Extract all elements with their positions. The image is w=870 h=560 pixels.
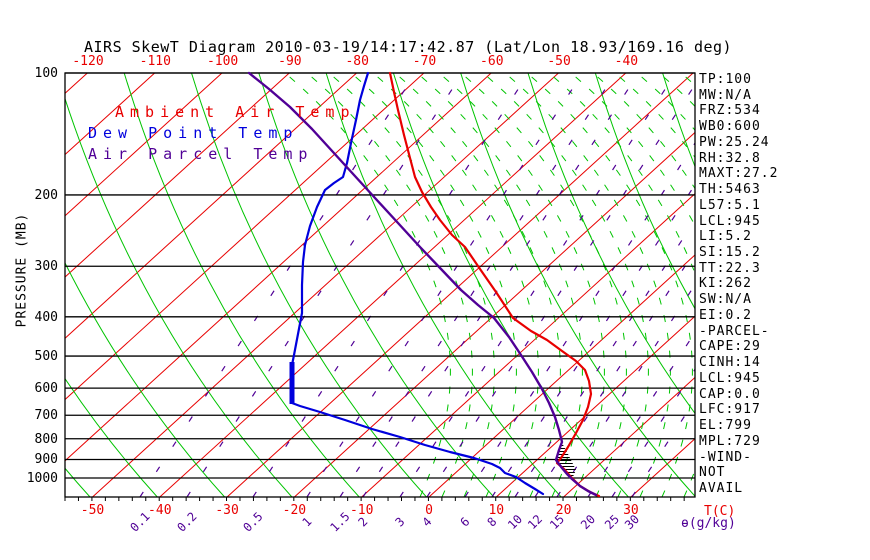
stat-line: L57:5.1 — [699, 197, 761, 213]
stat-line: TT:22.3 — [699, 260, 761, 276]
top-axis-tick: -50 — [547, 54, 571, 69]
top-axis-tick: -80 — [345, 54, 369, 69]
stat-line: SI:15.2 — [699, 245, 761, 261]
legend-item-0: Ambient Air Temp — [115, 103, 356, 121]
stat-line: LCL:945 — [699, 213, 761, 229]
pressure-tick: 1000 — [26, 471, 58, 486]
isotherm-grid — [65, 73, 695, 497]
pressure-tick: 100 — [34, 66, 58, 81]
air-parcel-temp-trace — [247, 71, 598, 497]
top-axis-tick: -90 — [278, 54, 302, 69]
bottom-axis-tick: -40 — [148, 503, 172, 518]
stat-line: NOT — [699, 465, 726, 481]
stat-line: MAXT:27.2 — [699, 166, 779, 182]
stat-line: TP:100 — [699, 72, 752, 87]
pressure-tick: 400 — [34, 309, 58, 325]
stat-line: SW:N/A — [699, 292, 752, 308]
stat-line: EL:799 — [699, 418, 752, 434]
bottom-axis-tick: 10 — [488, 503, 505, 518]
pressure-tick: 900 — [34, 452, 58, 468]
stat-line: FRZ:534 — [699, 103, 761, 119]
bottom-axis-tick: -30 — [215, 503, 239, 518]
cape-hatch-region — [556, 443, 576, 479]
stat-line: -PARCEL- — [699, 323, 770, 339]
bottom-axis-tick: 20 — [555, 503, 572, 518]
stat-line: CINH:14 — [699, 355, 761, 371]
pressure-tick: 500 — [34, 349, 58, 365]
moist-adiabat-grid — [284, 73, 695, 497]
stat-line: EI:0.2 — [699, 307, 752, 323]
top-axis-tick: -60 — [480, 54, 504, 69]
bottom-axis-tick: 0 — [425, 503, 433, 518]
bottom-axis-tick: -50 — [80, 503, 105, 518]
plot-border — [64, 72, 696, 498]
stat-line: MPL:729 — [699, 433, 761, 449]
pressure-tick: 800 — [34, 431, 58, 447]
stat-line: AVAIL — [699, 480, 744, 496]
stat-line: PW:25.24 — [699, 134, 770, 150]
top-axis-tick: -40 — [614, 54, 639, 69]
bottom-axis-tick: 30 — [623, 503, 639, 518]
stat-line: LI:5.2 — [699, 229, 752, 245]
pressure-tick: 700 — [34, 408, 58, 424]
stat-line: KI:262 — [699, 276, 752, 292]
stat-line: MW:N/A — [699, 87, 752, 103]
dew-point-temp-trace — [290, 71, 545, 496]
stat-line: TH:5463 — [699, 182, 761, 198]
top-axis-tick: -110 — [139, 54, 171, 69]
pressure-tick: 300 — [34, 259, 58, 275]
bottom-axis-tick: -20 — [282, 503, 307, 518]
stat-line: LFC:917 — [699, 402, 761, 418]
stat-line: LCL:945 — [699, 370, 761, 386]
pressure-tick: 200 — [34, 187, 58, 203]
stat-line: CAPE:29 — [699, 339, 761, 355]
temperature-unit-label: T(C) — [704, 504, 736, 519]
bottom-axis-tick: -10 — [349, 503, 374, 518]
mixing-ratio-unit-label: ɵ(g/kg) — [681, 516, 736, 531]
legend-item-2: Air Parcel Temp — [88, 145, 314, 163]
stat-line: RH:32.8 — [699, 150, 761, 166]
stat-line: CAP:0.0 — [699, 386, 761, 402]
stat-line: -WIND- — [699, 449, 752, 465]
top-axis-tick: -120 — [72, 54, 104, 69]
top-axis-tick: -100 — [206, 54, 239, 69]
bottom-minor-ticks — [64, 497, 685, 501]
skewt-grid — [65, 73, 695, 497]
pressure-tick: 600 — [34, 381, 58, 397]
dry-adiabat-grid — [65, 73, 695, 497]
top-axis-tick: -70 — [412, 54, 437, 69]
chart-title: AIRS SkewT Diagram 2010-03-19/14:17:42.8… — [84, 38, 733, 56]
stat-line: WB0:600 — [699, 119, 761, 135]
legend-item-1: Dew Point Temp — [88, 124, 299, 142]
